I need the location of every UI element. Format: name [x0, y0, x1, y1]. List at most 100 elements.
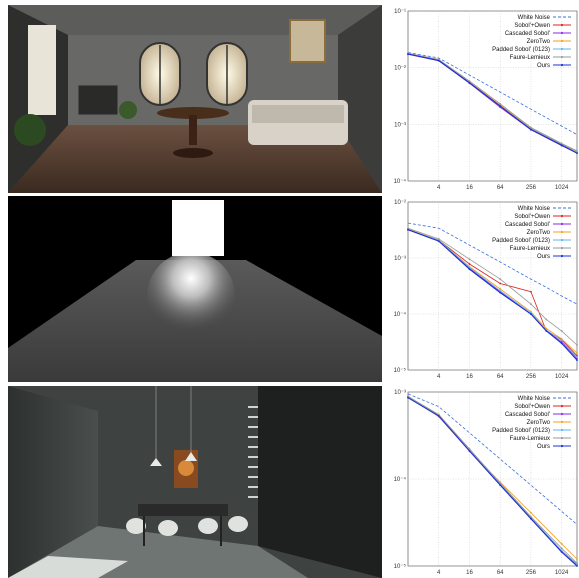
legend-marker	[560, 420, 564, 424]
data-point	[499, 291, 502, 294]
legend-label: Sobol'+Owen	[514, 214, 550, 220]
legend-label: ZeroTwo	[527, 230, 551, 236]
legend-marker	[560, 31, 564, 35]
legend-label: Cascaded Sobol'	[505, 31, 550, 37]
legend-marker	[560, 238, 564, 242]
convergence-plot-3: 4 16 64 256 1024 10⁻³ 10⁻⁴ 10⁻⁵ White Noise Sobol…	[386, 386, 579, 578]
y-tick-label: 10⁻³	[394, 390, 406, 396]
data-point	[576, 149, 578, 152]
data-point	[499, 482, 502, 484]
data-point	[530, 511, 532, 514]
plot-frame	[407, 10, 578, 182]
y-tick-label: 10⁻⁵	[394, 367, 407, 374]
data-point	[407, 395, 409, 398]
legend-label: White Noise	[518, 15, 551, 21]
series-line	[407, 227, 578, 346]
data-point	[560, 339, 563, 342]
data-point	[576, 359, 578, 362]
data-point	[499, 102, 502, 105]
x-tick-label: 256	[526, 570, 537, 576]
data-point	[530, 303, 532, 306]
series-line	[407, 52, 578, 135]
data-point	[499, 289, 502, 292]
legend-label: Sobol'+Owen	[514, 23, 550, 29]
legend-marker	[560, 230, 564, 234]
data-point	[530, 515, 532, 518]
series-line	[407, 229, 578, 361]
x-tick-label: 64	[497, 185, 504, 191]
series-line	[407, 222, 578, 305]
legend-label: ZeroTwo	[527, 420, 551, 426]
legend-label: Padded Sobol' (0123)	[492, 238, 550, 244]
data-point	[576, 352, 578, 355]
x-tick-label: 256	[526, 185, 537, 191]
y-tick-label: 10⁻²	[394, 66, 406, 72]
data-point	[499, 288, 502, 290]
legend-label: Cascaded Sobol'	[505, 412, 550, 418]
x-tick-label: 1024	[555, 185, 569, 191]
data-point	[437, 415, 440, 417]
legend-label: White Noise	[518, 206, 551, 212]
data-point	[530, 313, 532, 315]
data-point	[499, 484, 502, 487]
data-point	[560, 337, 563, 340]
data-point	[560, 142, 563, 145]
legend-marker	[560, 444, 564, 448]
legend-marker	[560, 436, 564, 440]
y-tick-label: 10⁻²	[394, 200, 406, 206]
data-point	[468, 81, 471, 84]
y-tick-label: 10⁻⁴	[394, 178, 407, 185]
data-point	[576, 565, 578, 567]
legend-marker	[560, 63, 564, 67]
x-tick-label: 256	[526, 374, 537, 380]
legend-label: Padded Sobol' (0123)	[492, 428, 550, 434]
x-tick-label: 4	[437, 570, 441, 576]
data-point	[407, 228, 409, 231]
data-point	[407, 396, 409, 399]
data-point	[576, 152, 578, 155]
x-tick-label: 4	[437, 374, 441, 380]
data-point	[437, 240, 440, 243]
x-tick-label: 16	[466, 185, 473, 191]
legend-label: Faure-Lemieux	[510, 246, 550, 252]
y-tick-label: 10⁻⁴	[394, 311, 407, 318]
data-point	[468, 450, 471, 452]
x-tick-label: 4	[437, 185, 441, 191]
legend-marker	[560, 47, 564, 51]
x-tick-label: 64	[497, 374, 504, 380]
x-tick-label: 64	[497, 570, 504, 576]
data-point	[407, 227, 409, 230]
legend-label: ZeroTwo	[527, 39, 551, 45]
legend-label: Faure-Lemieux	[510, 55, 550, 61]
data-point	[545, 329, 548, 332]
x-tick-label: 1024	[555, 570, 569, 576]
data-point	[530, 290, 532, 293]
legend-label: Ours	[537, 63, 550, 69]
legend-label: Faure-Lemieux	[510, 436, 550, 442]
area-light-render	[8, 196, 382, 382]
living-room-render	[8, 5, 382, 193]
legend-marker	[560, 214, 564, 218]
data-point	[560, 542, 563, 545]
data-point	[437, 237, 440, 240]
data-point	[468, 80, 471, 82]
data-point	[530, 517, 532, 520]
data-point	[407, 53, 409, 55]
legend-label: Ours	[537, 254, 550, 260]
data-point	[499, 105, 502, 107]
series-line	[407, 229, 578, 358]
data-point	[545, 318, 548, 321]
legend-marker	[560, 23, 564, 27]
data-point	[576, 356, 578, 358]
data-point	[530, 128, 532, 131]
legend-marker	[560, 39, 564, 43]
data-point	[468, 268, 471, 271]
data-point	[437, 413, 440, 416]
data-point	[560, 547, 563, 550]
data-point	[468, 263, 471, 265]
data-point	[560, 144, 563, 147]
legend-label: Padded Sobol' (0123)	[492, 47, 550, 53]
y-tick-label: 10⁻⁴	[394, 476, 407, 483]
data-point	[468, 258, 471, 261]
y-tick-label: 10⁻³	[394, 256, 406, 262]
